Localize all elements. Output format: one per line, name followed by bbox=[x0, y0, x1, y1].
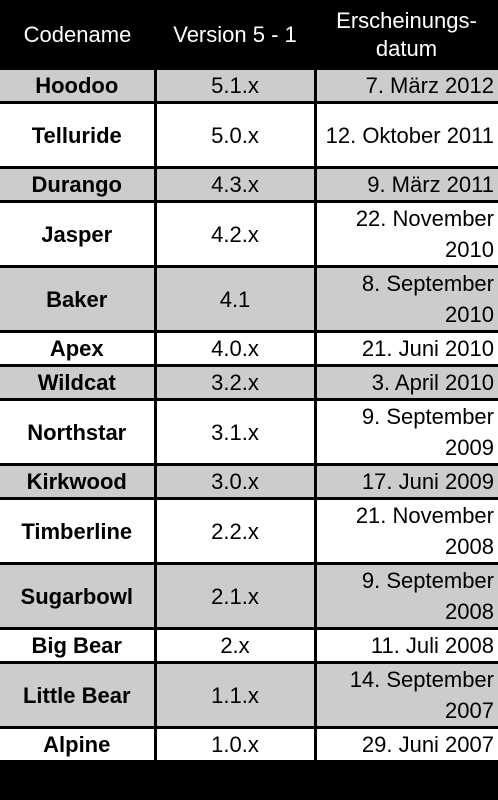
codename-cell: Sugarbowl bbox=[0, 562, 157, 630]
version-cell: 4.0.x bbox=[153, 330, 317, 367]
codename-cell: Northstar bbox=[0, 398, 157, 466]
version-cell: 2.2.x bbox=[153, 497, 317, 565]
version-cell: 3.1.x bbox=[153, 398, 317, 466]
table-row: Apex 4.0.x 21. Juni 2010 bbox=[0, 330, 498, 367]
table-row: Big Bear 2.x 11. Juli 2008 bbox=[0, 627, 498, 664]
release-date-cell: 8. September 2010 bbox=[313, 265, 498, 333]
release-date-cell: 12. Oktober 2011 bbox=[313, 101, 498, 169]
codename-cell: Little Bear bbox=[0, 661, 157, 729]
table-row: Jasper 4.2.x 22. November 2010 bbox=[0, 200, 498, 268]
table-row: Durango 4.3.x 9. März 2011 bbox=[0, 166, 498, 203]
release-date-cell: 17. Juni 2009 bbox=[313, 463, 498, 500]
table-row: Hoodoo 5.1.x 7. März 2012 bbox=[0, 70, 498, 104]
release-date-cell: 29. Juni 2007 bbox=[313, 726, 498, 763]
table-row: Telluride 5.0.x 12. Oktober 2011 bbox=[0, 101, 498, 169]
codename-cell: Telluride bbox=[0, 101, 157, 169]
codename-cell: Durango bbox=[0, 166, 157, 203]
release-date-cell: 9. März 2011 bbox=[313, 166, 498, 203]
codename-cell: Big Bear bbox=[0, 627, 157, 664]
table-row: Northstar 3.1.x 9. September 2009 bbox=[0, 398, 498, 466]
version-cell: 4.3.x bbox=[153, 166, 317, 203]
release-date-cell: 22. November 2010 bbox=[313, 200, 498, 268]
codename-cell: Hoodoo bbox=[0, 70, 157, 104]
codename-cell: Alpine bbox=[0, 726, 157, 763]
version-cell: 4.1 bbox=[153, 265, 317, 333]
version-cell: 3.0.x bbox=[153, 463, 317, 500]
codename-cell: Apex bbox=[0, 330, 157, 367]
version-cell: 5.0.x bbox=[153, 101, 317, 169]
release-date-cell: 11. Juli 2008 bbox=[313, 627, 498, 664]
header-release-date: Erscheinungs-datum bbox=[315, 0, 498, 70]
version-cell: 1.0.x bbox=[153, 726, 317, 763]
release-date-cell: 21. November 2008 bbox=[313, 497, 498, 565]
version-cell: 3.2.x bbox=[153, 364, 317, 401]
release-date-cell: 21. Juni 2010 bbox=[313, 330, 498, 367]
header-row: Codename Version 5 - 1 Erscheinungs-datu… bbox=[0, 0, 498, 70]
release-date-cell: 9. September 2008 bbox=[313, 562, 498, 630]
table-row: Baker 4.1 8. September 2010 bbox=[0, 265, 498, 333]
table-row: Alpine 1.0.x 29. Juni 2007 bbox=[0, 726, 498, 763]
table-row: Little Bear 1.1.x 14. September 2007 bbox=[0, 661, 498, 729]
header-version: Version 5 - 1 bbox=[155, 0, 315, 70]
release-date-cell: 7. März 2012 bbox=[313, 70, 498, 104]
table-row: Wildcat 3.2.x 3. April 2010 bbox=[0, 364, 498, 401]
table-row: Sugarbowl 2.1.x 9. September 2008 bbox=[0, 562, 498, 630]
version-cell: 4.2.x bbox=[153, 200, 317, 268]
codename-cell: Wildcat bbox=[0, 364, 157, 401]
table-row: Timberline 2.2.x 21. November 2008 bbox=[0, 497, 498, 565]
release-table: Codename Version 5 - 1 Erscheinungs-datu… bbox=[0, 0, 498, 763]
table-header: Codename Version 5 - 1 Erscheinungs-datu… bbox=[0, 0, 498, 70]
version-cell: 1.1.x bbox=[153, 661, 317, 729]
release-date-cell: 3. April 2010 bbox=[313, 364, 498, 401]
codename-cell: Jasper bbox=[0, 200, 157, 268]
version-cell: 2.x bbox=[153, 627, 317, 664]
release-date-cell: 9. September 2009 bbox=[313, 398, 498, 466]
table-body: Hoodoo 5.1.x 7. März 2012 Telluride 5.0.x 12.… bbox=[0, 70, 498, 763]
table-row: Kirkwood 3.0.x 17. Juni 2009 bbox=[0, 463, 498, 500]
release-date-cell: 14. September 2007 bbox=[313, 661, 498, 729]
codename-cell: Timberline bbox=[0, 497, 157, 565]
version-cell: 2.1.x bbox=[153, 562, 317, 630]
codename-cell: Baker bbox=[0, 265, 157, 333]
header-codename: Codename bbox=[0, 0, 155, 70]
codename-cell: Kirkwood bbox=[0, 463, 157, 500]
version-cell: 5.1.x bbox=[153, 70, 317, 104]
